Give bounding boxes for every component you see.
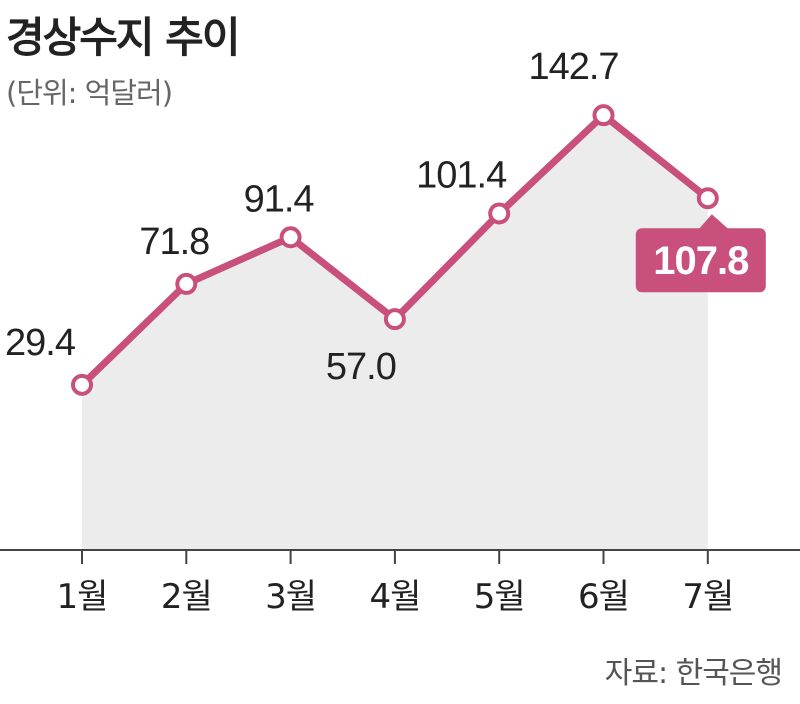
unit-label: (단위: 억달러) bbox=[6, 76, 173, 110]
data-point bbox=[279, 226, 302, 249]
x-tick-label: 4월 bbox=[369, 577, 420, 617]
data-point bbox=[383, 308, 406, 331]
area-fill bbox=[82, 115, 708, 550]
data-point bbox=[175, 272, 198, 295]
x-tick-label: 1월 bbox=[57, 577, 108, 617]
data-label: 91.4 bbox=[244, 178, 315, 220]
x-tick-label: 2월 bbox=[161, 577, 212, 617]
data-point bbox=[488, 202, 511, 225]
x-tick-label: 7월 bbox=[682, 577, 733, 617]
data-label: 57.0 bbox=[326, 346, 396, 388]
data-point bbox=[592, 104, 615, 127]
data-label: 142.7 bbox=[528, 46, 618, 88]
source-note: 자료: 한국은행 bbox=[604, 656, 783, 691]
highlight-pointer bbox=[697, 214, 730, 231]
data-label: 101.4 bbox=[416, 154, 507, 196]
x-tick-label: 6월 bbox=[578, 577, 629, 617]
data-point bbox=[696, 187, 719, 210]
data-label: 71.8 bbox=[139, 221, 209, 263]
x-tick-label: 5월 bbox=[474, 577, 525, 617]
data-label-highlight: 107.8 bbox=[653, 239, 749, 283]
data-label: 29.4 bbox=[5, 322, 76, 364]
highlight-badge bbox=[635, 228, 766, 293]
data-point bbox=[71, 373, 93, 396]
x-tick-label: 3월 bbox=[265, 577, 316, 617]
chart-title: 경상수지 추이 bbox=[6, 13, 240, 62]
